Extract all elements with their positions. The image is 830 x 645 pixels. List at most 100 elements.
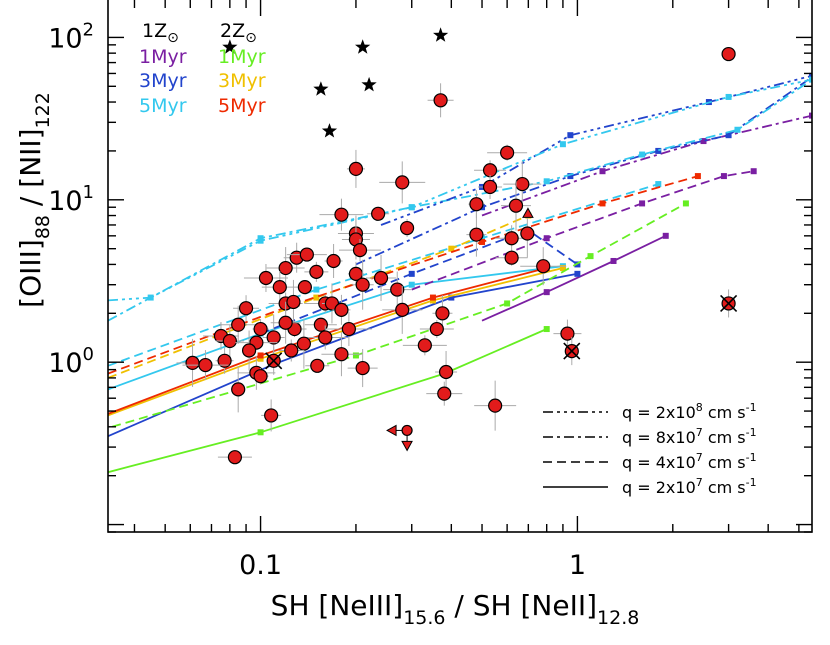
model-track-line [355, 76, 812, 266]
model-grid-point [543, 235, 550, 242]
model-grid-point [694, 173, 701, 180]
galaxy-point [231, 317, 246, 332]
x-tick-label: 1 [569, 550, 586, 581]
model-grid-point [567, 173, 574, 180]
galaxy-point [253, 369, 268, 384]
model-grid-point [809, 112, 812, 119]
cross-mark [563, 342, 581, 360]
galaxy-point [264, 408, 279, 423]
model-grid-point [574, 270, 581, 277]
galaxy-point [560, 326, 575, 341]
galaxy-point [417, 338, 432, 353]
galaxy-point [326, 253, 341, 269]
model-grid-point [700, 138, 707, 145]
model-grid-point [543, 326, 550, 333]
model-grid-point [408, 270, 415, 277]
linestyle-legend-label: q = 2x107 cm s-1 [622, 476, 757, 497]
axis-ticks [108, 0, 812, 533]
galaxy-point [520, 226, 535, 241]
model-track-line [108, 328, 548, 474]
linestyle-legend-label: q = 2x108 cm s-1 [622, 401, 757, 422]
galaxy-point [296, 336, 311, 351]
galaxy-point [284, 343, 299, 358]
model-grid-point [734, 126, 741, 133]
model-grid-point [257, 355, 264, 362]
model-grid-point [750, 168, 757, 175]
model-track-line [481, 114, 812, 217]
galaxy-point [395, 302, 410, 317]
galaxy-point [222, 333, 237, 349]
galaxy-point [504, 231, 519, 246]
age-legend-label: 5Myr [139, 95, 187, 117]
galaxy-point [309, 264, 324, 279]
age-legend-label: 1Myr [218, 46, 266, 68]
galaxy-point [536, 259, 551, 274]
galaxy-point [297, 280, 312, 295]
model-grid-point [313, 286, 320, 293]
galaxy-point [429, 321, 444, 337]
galaxy-point [469, 197, 484, 212]
galaxy-point [253, 321, 268, 337]
model-track-line [108, 78, 812, 302]
model-grid-point [725, 132, 732, 139]
model-grid-point [639, 200, 646, 207]
y-tick-label: 100 [48, 344, 94, 379]
limit-arrow [386, 424, 397, 437]
galaxy-point [278, 315, 293, 330]
model-track-line [108, 183, 659, 367]
model-grid-point [313, 294, 320, 301]
age-legend-label: 3Myr [139, 70, 187, 92]
model-grid-point [504, 300, 511, 307]
metallicity-legend-label: 2Z⊙ [220, 20, 257, 46]
model-grid-point [352, 352, 359, 359]
y-tick-label: 101 [48, 182, 94, 217]
model-grid-point [543, 289, 550, 296]
model-tracks [108, 72, 812, 474]
model-grid-point [448, 294, 455, 301]
galaxy-point [438, 364, 454, 380]
model-grid-point [639, 151, 646, 158]
y-tick-label: 102 [48, 19, 94, 54]
galaxy-point [278, 260, 293, 276]
model-grid-point [257, 237, 264, 244]
galaxy-point [231, 382, 246, 397]
galaxy-point [435, 306, 450, 321]
galaxy-point [504, 250, 519, 265]
galaxy-point [395, 175, 410, 190]
galaxy-point [401, 424, 413, 437]
age-legend-label: 3Myr [218, 70, 266, 92]
star-marker [321, 123, 338, 138]
galaxy-point [334, 302, 349, 317]
model-grid-point [587, 253, 594, 260]
model-grid-point [147, 294, 154, 301]
age-legend-label: 1Myr [139, 46, 187, 68]
model-grid-point [809, 72, 812, 79]
star-marker [313, 81, 329, 96]
galaxy-point [373, 270, 389, 286]
model-grid-point [448, 245, 455, 252]
galaxy-point [515, 176, 530, 192]
galaxy-point [341, 321, 356, 337]
cross-mark [720, 294, 738, 313]
model-grid-point [599, 200, 606, 207]
galaxy-point [266, 330, 281, 345]
galaxy-point [198, 357, 213, 373]
galaxy-point [355, 360, 370, 376]
galaxy-point [348, 161, 364, 176]
galaxy-point [185, 355, 200, 370]
model-grid-point [655, 181, 662, 188]
galaxy-point [508, 198, 524, 213]
galaxy-point [721, 46, 736, 62]
galaxy-point [299, 247, 314, 262]
model-grid-point [479, 238, 486, 245]
model-track-line [108, 272, 578, 438]
galaxy-point [433, 93, 448, 108]
tick-labels: 0.1 1 100 101 102 [48, 19, 586, 581]
data-points [176, 27, 738, 465]
galaxy-point [258, 270, 274, 286]
limit-arrow [401, 440, 413, 452]
y-axis-label: [OIII]88 / [NII]122 [14, 92, 54, 308]
model-grid-point [408, 281, 415, 288]
